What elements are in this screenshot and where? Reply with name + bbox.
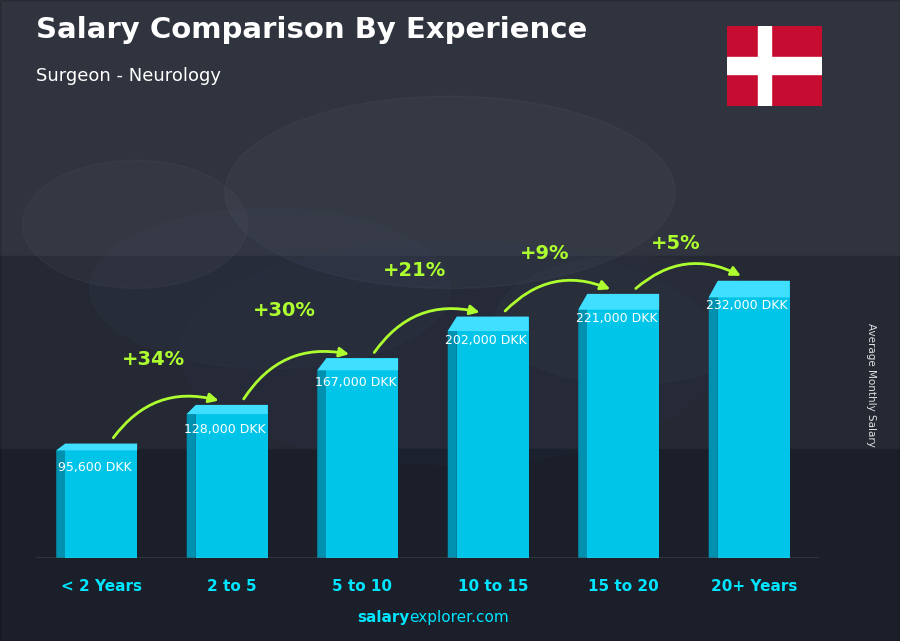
Text: 10 to 15: 10 to 15 [457, 579, 528, 594]
Text: 128,000 DKK: 128,000 DKK [184, 423, 266, 436]
Text: 95,600 DKK: 95,600 DKK [58, 462, 131, 474]
Text: +30%: +30% [253, 301, 315, 320]
Ellipse shape [225, 96, 675, 288]
Bar [66, 444, 137, 558]
Polygon shape [578, 294, 659, 310]
Text: 232,000 DKK: 232,000 DKK [706, 299, 788, 312]
Bar [718, 281, 789, 558]
Polygon shape [708, 281, 789, 297]
Text: 167,000 DKK: 167,000 DKK [315, 376, 397, 389]
Ellipse shape [495, 256, 765, 385]
Text: 2 to 5: 2 to 5 [207, 579, 256, 594]
Text: explorer.com: explorer.com [410, 610, 509, 625]
Text: Surgeon - Neurology: Surgeon - Neurology [36, 67, 221, 85]
Polygon shape [317, 358, 327, 558]
Polygon shape [56, 444, 137, 451]
Bar [588, 294, 659, 558]
Text: +5%: +5% [651, 234, 700, 253]
Bar [0, 256, 900, 449]
Bar [327, 358, 398, 558]
Polygon shape [317, 358, 398, 370]
Text: 202,000 DKK: 202,000 DKK [446, 335, 527, 347]
Polygon shape [447, 317, 457, 558]
Bar [457, 317, 528, 558]
Text: Average Monthly Salary: Average Monthly Salary [866, 322, 877, 447]
Text: < 2 Years: < 2 Years [61, 579, 142, 594]
Bar [727, 57, 822, 74]
Text: 20+ Years: 20+ Years [711, 579, 796, 594]
Polygon shape [56, 444, 66, 558]
Text: +21%: +21% [382, 261, 446, 280]
Bar [0, 0, 900, 256]
Polygon shape [708, 281, 718, 558]
Bar [758, 26, 770, 106]
Polygon shape [186, 405, 267, 414]
Text: +9%: +9% [520, 244, 570, 263]
Bar [196, 405, 267, 558]
Ellipse shape [22, 160, 248, 288]
Polygon shape [578, 294, 588, 558]
Polygon shape [186, 405, 196, 558]
Text: 221,000 DKK: 221,000 DKK [576, 312, 658, 325]
Text: +34%: +34% [122, 351, 185, 369]
Text: 15 to 20: 15 to 20 [588, 579, 659, 594]
Text: Salary Comparison By Experience: Salary Comparison By Experience [36, 16, 587, 44]
Ellipse shape [90, 208, 450, 369]
Polygon shape [447, 317, 528, 331]
Ellipse shape [180, 240, 720, 465]
Bar [0, 449, 900, 641]
Text: 5 to 10: 5 to 10 [332, 579, 392, 594]
Text: salary: salary [357, 610, 410, 625]
